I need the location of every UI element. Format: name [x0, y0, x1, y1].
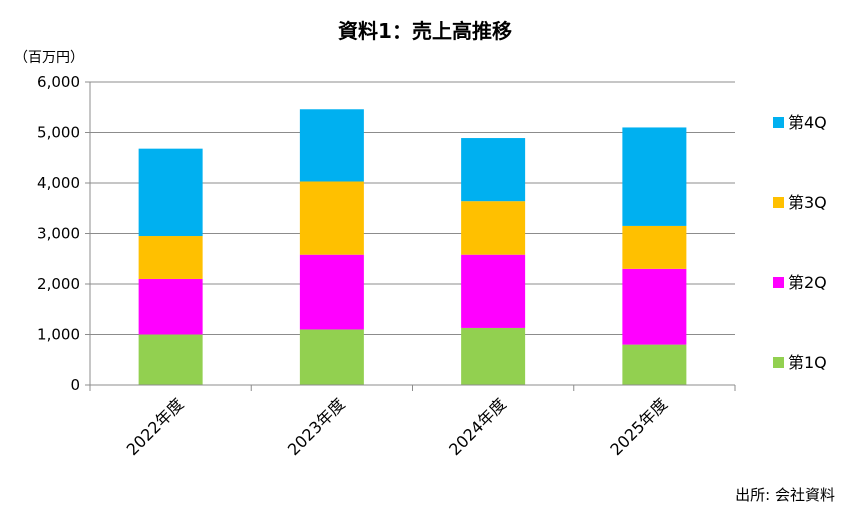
legend-swatch	[773, 117, 784, 128]
bar-segment	[299, 181, 364, 255]
y-tick-label: 0	[70, 376, 80, 394]
legend-label: 第4Q	[788, 113, 827, 132]
legend: 第4Q 第3Q 第2Q 第1Q	[773, 113, 827, 372]
y-unit-label: （百万円）	[14, 50, 84, 66]
bar-segment	[461, 254, 526, 328]
bar-segment	[622, 127, 687, 226]
bar-segment	[622, 344, 687, 385]
legend-swatch	[773, 197, 784, 208]
bar-segment	[622, 225, 687, 269]
y-tick-label: 3,000	[37, 225, 80, 243]
y-tick-label: 1,000	[37, 326, 80, 344]
x-tick-label: 2024年度	[445, 394, 510, 459]
legend-label: 第1Q	[788, 353, 827, 372]
y-tick-label: 6,000	[37, 73, 80, 91]
bars	[138, 109, 687, 385]
legend-label: 第3Q	[788, 193, 827, 212]
bar-segment	[299, 254, 364, 330]
bar-segment	[461, 138, 526, 202]
chart-title: 資料1：売上高推移	[338, 19, 512, 43]
bar-segment	[299, 329, 364, 385]
bar-segment	[138, 334, 203, 385]
x-tick-labels: 2022年度 2023年度 2024年度 2025年度	[123, 394, 672, 459]
x-tick-label: 2023年度	[284, 394, 349, 459]
source-note: 出所: 会社資料	[735, 486, 835, 504]
legend-swatch	[773, 277, 784, 288]
bar-segment	[138, 236, 203, 279]
bar-segment	[461, 201, 526, 255]
x-tick-label: 2025年度	[606, 394, 671, 459]
legend-swatch	[773, 357, 784, 368]
bar-segment	[138, 278, 203, 335]
legend-label: 第2Q	[788, 273, 827, 292]
y-tick-labels: 0 1,000 2,000 3,000 4,000 5,000 6,000	[37, 73, 90, 394]
bar-segment	[138, 148, 203, 237]
y-tick-label: 2,000	[37, 275, 80, 293]
x-tick-label: 2022年度	[123, 394, 188, 459]
bar-segment	[461, 327, 526, 385]
y-tick-label: 4,000	[37, 174, 80, 192]
bar-segment	[299, 109, 364, 182]
bar-segment	[622, 268, 687, 345]
y-tick-label: 5,000	[37, 124, 80, 142]
